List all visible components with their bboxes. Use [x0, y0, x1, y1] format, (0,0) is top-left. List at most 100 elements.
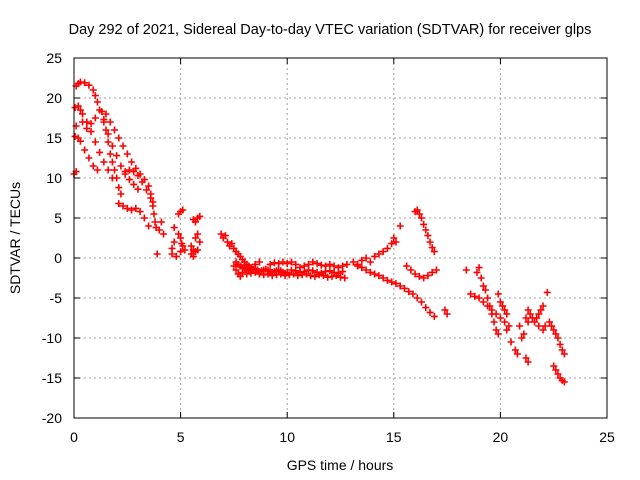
data-point	[524, 318, 532, 326]
data-point	[400, 284, 408, 292]
data-point	[93, 98, 101, 106]
data-point	[102, 110, 110, 118]
y-tick-label: 0	[54, 250, 62, 266]
data-point	[383, 276, 391, 284]
data-point	[545, 318, 553, 326]
data-point	[270, 259, 278, 267]
data-point	[467, 290, 475, 298]
data-point	[541, 322, 549, 330]
data-point	[104, 138, 112, 146]
data-point	[111, 126, 119, 134]
data-point	[192, 234, 200, 242]
data-point	[177, 234, 185, 242]
data-point	[334, 269, 342, 277]
data-point	[428, 268, 436, 276]
data-point	[108, 142, 116, 150]
data-point	[494, 290, 502, 298]
plot-frame	[73, 57, 608, 419]
data-point	[443, 310, 451, 318]
data-point	[140, 214, 148, 222]
data-point	[87, 120, 95, 128]
data-point	[119, 142, 127, 150]
data-point	[145, 182, 153, 190]
data-point	[309, 267, 317, 275]
data-point	[277, 270, 285, 278]
data-point	[119, 202, 127, 210]
data-point	[524, 358, 532, 366]
y-tick-label: -10	[42, 330, 62, 346]
data-point	[426, 238, 434, 246]
data-point	[475, 264, 483, 272]
data-point	[85, 154, 93, 162]
data-point	[520, 330, 528, 338]
data-point	[300, 268, 308, 276]
data-point	[292, 267, 300, 275]
data-point	[221, 232, 229, 240]
data-point	[87, 128, 95, 136]
data-point	[552, 366, 560, 374]
data-point	[115, 184, 123, 192]
data-point	[371, 270, 379, 278]
data-point	[552, 330, 560, 338]
data-point	[266, 260, 274, 268]
data-point	[403, 262, 411, 270]
data-point	[317, 269, 325, 277]
data-point	[366, 268, 374, 276]
data-point	[196, 238, 204, 246]
y-axis-label: SDTVAR / TECUs	[7, 182, 23, 294]
data-point	[93, 166, 101, 174]
data-point	[490, 318, 498, 326]
y-tick-label: -15	[42, 370, 62, 386]
data-point	[379, 274, 387, 282]
data-point	[279, 258, 287, 266]
data-point	[560, 378, 568, 386]
data-point	[501, 306, 509, 314]
data-point	[499, 302, 507, 310]
data-point	[132, 204, 140, 212]
data-point	[108, 158, 116, 166]
data-point	[420, 274, 428, 282]
data-point	[172, 252, 180, 260]
data-point	[513, 350, 521, 358]
data-point	[392, 280, 400, 288]
data-point	[475, 294, 483, 302]
data-point	[238, 268, 246, 276]
data-point	[371, 252, 379, 260]
data-point	[91, 92, 99, 100]
data-point	[322, 268, 330, 276]
data-point	[275, 260, 283, 268]
data-point	[130, 180, 138, 188]
data-point	[142, 186, 150, 194]
data-point	[396, 222, 404, 230]
data-point	[85, 81, 93, 89]
data-point	[379, 248, 387, 256]
y-tick-label: 25	[46, 50, 62, 66]
data-point	[81, 79, 89, 87]
data-point	[311, 272, 319, 280]
data-point	[471, 292, 479, 300]
data-point	[251, 268, 259, 276]
data-point	[349, 258, 357, 266]
data-point	[313, 268, 321, 276]
data-point	[170, 238, 178, 246]
data-point	[511, 346, 519, 354]
data-point	[196, 212, 204, 220]
data-point	[134, 185, 142, 193]
data-point	[477, 274, 485, 282]
data-point	[106, 150, 114, 158]
data-point	[326, 260, 334, 268]
data-point	[494, 330, 502, 338]
chart-title: Day 292 of 2021, Sidereal Day-to-day VTE…	[69, 22, 592, 38]
data-point	[326, 267, 334, 275]
data-point	[104, 166, 112, 174]
data-point	[189, 252, 197, 260]
data-point	[255, 258, 263, 266]
data-point	[147, 194, 155, 202]
data-point	[179, 242, 187, 250]
x-tick-label: 15	[386, 429, 402, 445]
data-point	[507, 338, 515, 346]
data-point	[409, 290, 417, 298]
data-point	[313, 260, 321, 268]
data-point	[554, 334, 562, 342]
data-point	[104, 130, 112, 138]
